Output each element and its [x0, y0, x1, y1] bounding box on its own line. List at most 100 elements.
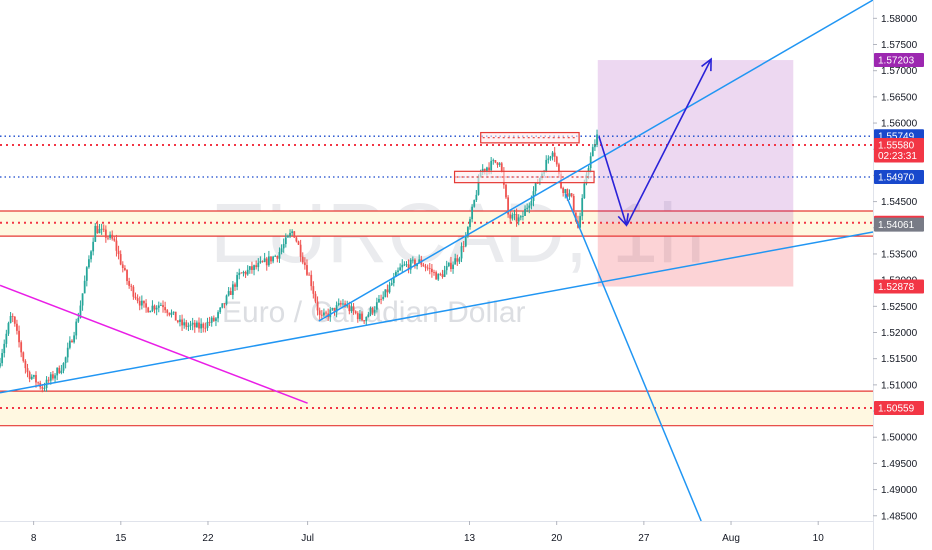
candle-body — [458, 258, 461, 262]
candle-body — [359, 313, 361, 320]
candle-body — [361, 313, 363, 321]
price-tick-label: 1.48500 — [881, 511, 918, 522]
candle-body — [462, 246, 465, 248]
trend-line-2[interactable] — [564, 193, 702, 522]
candle-body — [297, 241, 300, 245]
candle-body — [289, 232, 291, 236]
candle-body — [333, 307, 336, 313]
candle-body — [134, 296, 137, 299]
candle-body — [450, 262, 452, 270]
trend-lines[interactable] — [0, 0, 874, 522]
candle-body — [94, 225, 97, 242]
zone-1 — [0, 391, 873, 426]
candle-body — [124, 267, 126, 271]
candle-body — [363, 320, 366, 322]
candle-body — [534, 182, 537, 192]
price-tick-label: 1.56000 — [881, 119, 918, 130]
candle-body — [155, 307, 158, 310]
candle-body — [16, 323, 18, 331]
candle-body — [570, 193, 573, 196]
candle-body — [314, 293, 317, 302]
candle-body — [509, 214, 512, 219]
resistance-box-0[interactable] — [480, 131, 580, 144]
candle-body — [473, 200, 476, 207]
price-tick-label: 1.57500 — [881, 40, 918, 51]
candle-body — [212, 317, 215, 321]
candle-body — [447, 262, 450, 267]
candle-body — [536, 182, 539, 184]
candle-body — [293, 231, 296, 238]
price-badge-6 — [874, 217, 924, 232]
long-position-target-area[interactable] — [597, 60, 794, 223]
candle-body — [513, 214, 516, 215]
candle-body — [11, 316, 14, 317]
candle-body — [475, 194, 478, 201]
candle-body — [200, 323, 203, 329]
candle-body — [187, 325, 190, 327]
trend-line-0[interactable] — [0, 231, 874, 394]
price-axis[interactable]: 1.58000 1.57500 1.57000 1.56500 1.56000 1.555… — [873, 14, 918, 522]
candle-body — [54, 375, 56, 379]
candle-body — [282, 244, 285, 249]
candle-body — [206, 321, 209, 328]
candle-body — [195, 322, 198, 328]
trend-line-3[interactable] — [0, 284, 308, 404]
candle-body — [378, 298, 380, 303]
candle-body — [162, 305, 164, 308]
candle-body — [295, 237, 298, 242]
candle-body — [526, 207, 529, 209]
candle-body — [140, 300, 143, 306]
candle-body — [68, 340, 71, 348]
price-tick-label: 1.56500 — [881, 92, 918, 103]
candle-body — [147, 307, 150, 313]
candle-body — [126, 270, 128, 282]
candle-body — [58, 367, 61, 374]
candle-body — [253, 265, 255, 270]
candle-body — [310, 274, 313, 287]
candle-body — [117, 250, 120, 255]
price-badge-label-0: 1.57203 — [878, 56, 915, 67]
time-tick-label: 20 — [551, 533, 563, 544]
trend-line-1[interactable] — [318, 0, 874, 322]
price-tick-label: 1.49500 — [881, 459, 918, 470]
candle-body — [83, 280, 86, 294]
candle-body — [424, 266, 427, 268]
candle-body — [225, 295, 228, 305]
time-axis[interactable]: 8 15 22 Jul 13 20 27 Aug 10 — [31, 521, 824, 544]
candle-body — [270, 256, 272, 262]
candle-body — [437, 273, 440, 280]
candle-body — [371, 308, 374, 313]
candle-body — [545, 159, 548, 173]
candle-body — [507, 197, 510, 215]
candle-body — [350, 306, 353, 312]
projection-arrow-head-up — [701, 57, 712, 72]
candle-body — [498, 163, 501, 165]
projection-arrow[interactable] — [598, 57, 712, 227]
candle-body — [496, 162, 499, 165]
candle-body — [439, 273, 442, 275]
candle-body — [179, 319, 181, 322]
candle-body — [433, 272, 435, 273]
candle-body — [176, 320, 179, 322]
candle-body — [547, 158, 550, 160]
candle-body — [128, 281, 131, 286]
candle-body — [267, 256, 270, 266]
candle-body — [443, 270, 446, 277]
candle-body — [407, 264, 410, 270]
candle-body — [441, 274, 444, 277]
candle-body — [430, 268, 433, 273]
candle-body — [138, 300, 141, 306]
resistance-box-1[interactable] — [453, 170, 595, 184]
candle-body — [272, 256, 275, 262]
price-tick-label: 1.54500 — [881, 197, 918, 208]
candle-body — [88, 259, 90, 268]
candle-body — [325, 312, 327, 314]
candle-body — [511, 214, 514, 219]
resistance-boxes[interactable] — [453, 131, 595, 184]
candle-body — [530, 200, 533, 206]
candle-body — [401, 264, 404, 268]
candle-body — [579, 216, 581, 228]
candle-body — [172, 311, 175, 313]
